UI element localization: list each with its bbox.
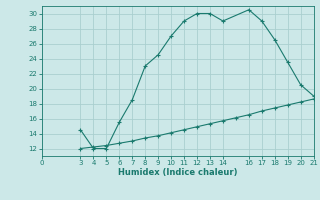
X-axis label: Humidex (Indice chaleur): Humidex (Indice chaleur) [118,168,237,177]
